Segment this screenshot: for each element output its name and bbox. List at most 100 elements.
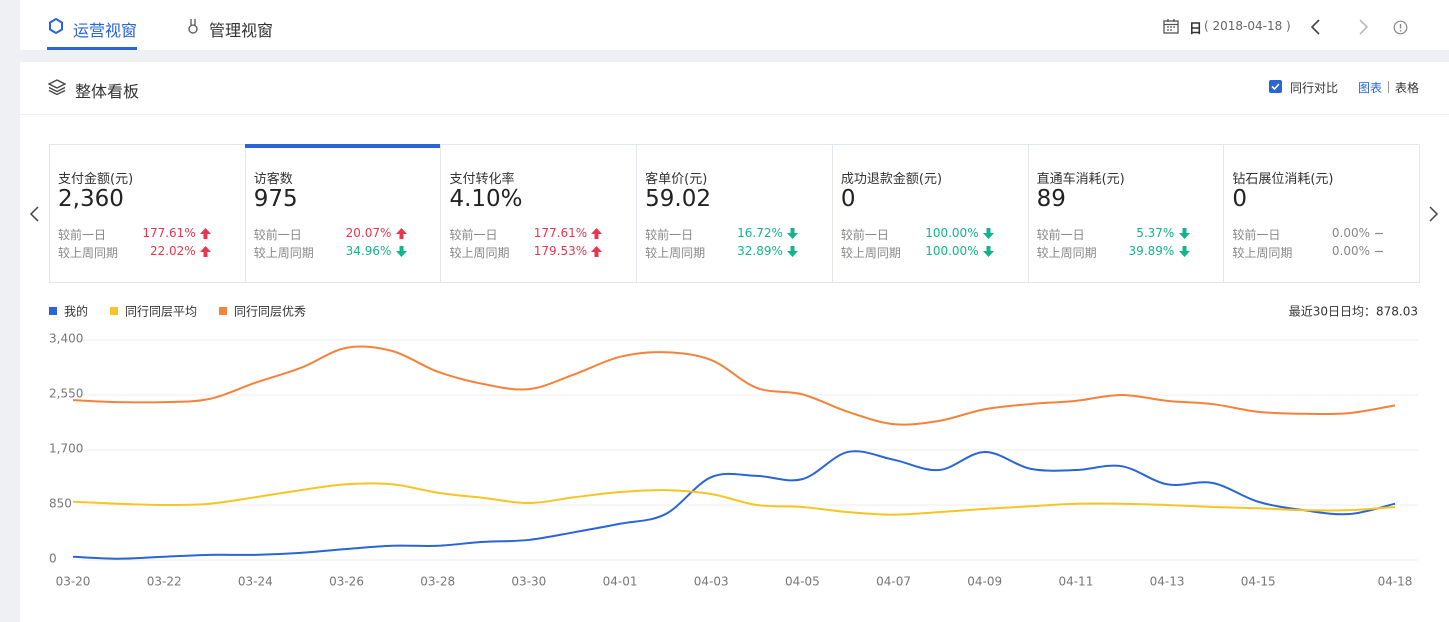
y-tick-label: 3,400	[49, 332, 83, 346]
tab-underline	[47, 47, 137, 50]
metric-card[interactable]: 钻石展位消耗(元) 0 较前一日 0.00% 较上周同期 0.00%	[1223, 145, 1419, 282]
trend-down-icon	[787, 228, 799, 239]
panel	[20, 62, 1449, 622]
tab-icon	[49, 17, 63, 35]
metric-card[interactable]: 支付转化率 4.10% 较前一日 177.61% 较上周同期 179.53%	[440, 145, 636, 282]
compare-label: 较前一日	[645, 228, 694, 242]
compare-label: 较上周同期	[645, 246, 706, 260]
trend-flat-icon	[1375, 232, 1384, 235]
metric-title: 直通车消耗(元)	[1036, 172, 1125, 187]
view-toggle[interactable]: 图表	[1358, 81, 1383, 95]
metric-card[interactable]: 直通车消耗(元) 89 较前一日 5.37% 较上周同期 39.89%	[1027, 145, 1224, 282]
compare-label: 较前一日	[1036, 228, 1085, 242]
legend-swatch	[110, 307, 119, 315]
tab[interactable]: 管理视窗	[209, 21, 274, 40]
compare-label[interactable]: 同行对比	[1290, 81, 1339, 95]
trend-down-icon	[395, 246, 407, 257]
x-tick-label: 04-01	[603, 575, 638, 589]
compare-label: 较前一日	[58, 228, 107, 242]
series-line	[72, 450, 1396, 560]
x-tick-label: 03-26	[329, 575, 364, 589]
x-tick-label: 03-20	[56, 575, 91, 589]
trend-up-icon	[591, 228, 603, 239]
compare-value: 5.37%	[1136, 226, 1175, 240]
metric-title: 成功退款金额(元)	[840, 172, 943, 187]
series-line	[72, 482, 1396, 516]
compare-value: 100.00%	[925, 244, 979, 258]
panel-title: 整体看板	[75, 82, 140, 101]
metric-title: 访客数	[253, 172, 293, 187]
metric-card[interactable]: 支付金额(元) 2,360 较前一日 177.61% 较上周同期 22.02%	[50, 145, 245, 282]
trend-down-icon	[1178, 228, 1190, 239]
compare-label: 较上周同期	[253, 246, 314, 260]
metric-cards: 支付金额(元) 2,360 较前一日 177.61% 较上周同期 22.02% 访客数 975…	[49, 144, 1420, 283]
compare-value: 22.02%	[149, 244, 196, 258]
trend-flat-icon	[1375, 250, 1384, 253]
compare-value: 32.89%	[737, 244, 783, 258]
x-tick-label: 03-30	[511, 575, 546, 589]
x-tick-label: 04-03	[694, 575, 729, 589]
legend-swatch	[49, 307, 57, 315]
compare-value: 177.61%	[142, 226, 196, 240]
metric-value: 0	[840, 186, 856, 212]
trend-down-icon	[1178, 246, 1190, 257]
info-icon[interactable]	[1393, 20, 1408, 35]
compare-label: 较上周同期	[58, 246, 119, 260]
x-tick-label: 03-22	[147, 575, 182, 589]
legend-label: 我的	[64, 304, 88, 319]
compare-value: 0.00%	[1331, 226, 1371, 240]
calendar-icon[interactable]	[1163, 18, 1179, 34]
metric-value: 4.10%	[449, 186, 523, 212]
x-tick-label: 04-13	[1150, 575, 1185, 589]
period[interactable]: 日	[1189, 22, 1203, 37]
y-tick-label: 1,700	[49, 442, 83, 456]
compare-value: 100.00%	[925, 226, 979, 240]
x-tick-label: 03-24	[238, 575, 273, 589]
y-tick-label: 850	[49, 497, 72, 511]
trend-up-icon	[200, 246, 211, 257]
metric-title: 支付金额(元)	[58, 172, 134, 187]
x-tick-label: 04-11	[1058, 575, 1093, 589]
metric-title: 客单价(元)	[645, 172, 708, 187]
tab[interactable]: 运营视窗	[73, 21, 138, 40]
trend-down-icon	[787, 246, 799, 257]
metric-value: 2,360	[58, 186, 124, 212]
carousel-next[interactable]	[1426, 204, 1440, 224]
x-tick-label: 04-09	[967, 575, 1002, 589]
metric-card[interactable]: 访客数 975 较前一日 20.07% 较上周同期 34.96%	[244, 144, 441, 282]
compare-label: 较上周同期	[1232, 246, 1293, 260]
series-line	[72, 345, 1396, 426]
metric-title: 支付转化率	[449, 172, 515, 187]
x-tick-label: 04-07	[876, 575, 911, 589]
metric-card[interactable]: 成功退款金额(元) 0 较前一日 100.00% 较上周同期 100.00%	[831, 145, 1028, 282]
date[interactable]: ( 2018-04-18 )	[1204, 19, 1291, 33]
metric-value: 59.02	[645, 186, 712, 212]
trend-down-icon	[982, 246, 994, 257]
compare-value: 0.00%	[1331, 244, 1371, 258]
divider	[20, 114, 1449, 115]
compare-label: 较前一日	[449, 228, 498, 242]
compare-value: 34.96%	[345, 244, 392, 258]
layers-icon	[48, 79, 66, 95]
carousel-prev[interactable]	[28, 204, 42, 224]
prev-day[interactable]	[1308, 18, 1324, 36]
y-tick-label: 0	[49, 552, 57, 566]
separator	[1388, 81, 1389, 93]
compare-value: 177.61%	[533, 226, 588, 240]
compare-value: 39.89%	[1128, 244, 1175, 258]
top-bar	[20, 0, 1449, 50]
x-tick-label: 04-05	[785, 575, 820, 589]
x-tick-label: 04-15	[1241, 575, 1276, 589]
checkbox[interactable]	[1269, 80, 1282, 93]
trend-up-icon	[395, 228, 407, 239]
x-tick-label: 04-18	[1378, 575, 1413, 589]
chart-annotation: 最近30日日均：878.03	[1289, 305, 1418, 319]
compare-label: 较前一日	[1232, 228, 1281, 242]
y-tick-label: 2,550	[49, 387, 83, 401]
next-day[interactable]	[1355, 18, 1371, 36]
view-toggle[interactable]: 表格	[1395, 81, 1420, 95]
metric-card[interactable]: 客单价(元) 59.02 较前一日 16.72% 较上周同期 32.89%	[636, 145, 832, 282]
compare-value: 179.53%	[533, 244, 588, 258]
compare-label: 较上周同期	[840, 246, 901, 260]
